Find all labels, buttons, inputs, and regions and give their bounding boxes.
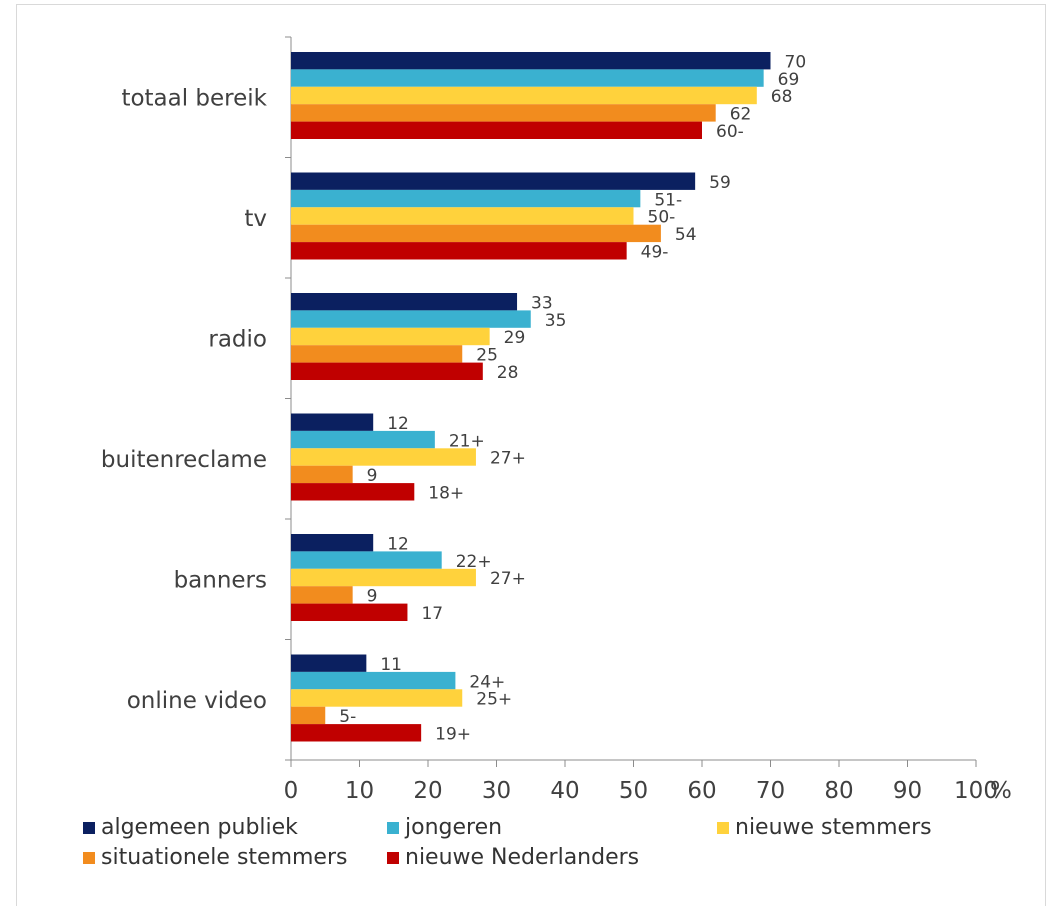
bar-nieuwe-stemmers-radio — [291, 327, 490, 346]
legend-item-algemeen-publiek: algemeen publiek — [83, 814, 298, 842]
legend-item-jongeren: jongeren — [387, 814, 502, 842]
legend-label-situationele-stemmers: situationele stemmers — [101, 845, 348, 870]
bar-nieuwe-stemmers-banners — [291, 568, 476, 587]
bar-algemeen-publiek-online-video — [291, 654, 367, 672]
data-label-nieuwe-nederlanders-banners: 17 — [421, 604, 443, 624]
data-label-jongeren-banners: 22+ — [456, 552, 492, 572]
legend-label-jongeren: jongeren — [405, 815, 503, 840]
bar-jongeren-radio — [291, 310, 531, 328]
data-label-jongeren-tv: 51- — [654, 190, 682, 210]
legend-swatch-nieuwe-stemmers — [717, 822, 729, 834]
data-label-nieuwe-stemmers-banners: 27+ — [490, 569, 526, 589]
bar-nieuwe-nederlanders-banners — [291, 603, 408, 621]
data-label-nieuwe-stemmers-online-video: 25+ — [476, 690, 512, 710]
x-tick-label-10: 10 — [345, 778, 374, 804]
bar-situationele-stemmers-tv — [291, 224, 661, 243]
bar-nieuwe-stemmers-buitenreclame — [291, 448, 476, 466]
bar-nieuwe-nederlanders-online-video — [291, 724, 422, 742]
bar-situationele-stemmers-banners — [291, 586, 353, 604]
data-label-situationele-stemmers-online-video: 5- — [339, 707, 356, 727]
category-label-totaal-bereik: totaal bereik — [121, 85, 267, 111]
data-label-algemeen-publiek-buitenreclame: 12 — [387, 414, 409, 434]
bar-algemeen-publiek-radio — [291, 293, 518, 311]
bar-nieuwe-stemmers-totaal-bereik — [291, 86, 757, 105]
legend-item-nieuwe-stemmers: nieuwe stemmers — [717, 814, 932, 842]
data-label-nieuwe-nederlanders-online-video: 19+ — [435, 725, 471, 745]
x-tick-label-50: 50 — [619, 778, 648, 804]
category-label-banners: banners — [174, 567, 267, 593]
bar-nieuwe-nederlanders-totaal-bereik — [291, 121, 702, 139]
bar-nieuwe-stemmers-tv — [291, 207, 634, 225]
x-tick-label-40: 40 — [550, 778, 579, 804]
legend-label-nieuwe-nederlanders: nieuwe Nederlanders — [405, 845, 640, 870]
category-label-online-video: online video — [127, 688, 267, 714]
data-label-nieuwe-nederlanders-totaal-bereik: 60- — [716, 122, 744, 142]
bar-nieuwe-nederlanders-tv — [291, 242, 627, 260]
data-label-algemeen-publiek-banners: 12 — [387, 534, 409, 554]
x-tick-label-70: 70 — [756, 778, 785, 804]
x-tick-label-100: 100 — [954, 778, 998, 804]
legend-label-nieuwe-stemmers: nieuwe stemmers — [735, 815, 932, 840]
data-label-algemeen-publiek-totaal-bereik: 70 — [785, 52, 807, 72]
chart-frame — [16, 4, 1046, 906]
x-axis-unit-label: % — [990, 778, 1012, 804]
bar-nieuwe-nederlanders-radio — [291, 362, 483, 380]
data-label-jongeren-buitenreclame: 21+ — [449, 431, 485, 451]
bar-jongeren-online-video — [291, 671, 456, 690]
data-label-jongeren-radio: 35 — [545, 311, 567, 331]
data-label-situationele-stemmers-radio: 25 — [476, 346, 498, 366]
legend-swatch-nieuwe-nederlanders — [387, 852, 399, 864]
data-label-situationele-stemmers-banners: 9 — [367, 587, 378, 607]
bar-situationele-stemmers-radio — [291, 345, 463, 363]
category-label-buitenreclame: buitenreclame — [101, 447, 267, 473]
legend-label-algemeen-publiek: algemeen publiek — [101, 815, 298, 840]
data-label-situationele-stemmers-totaal-bereik: 62 — [730, 105, 752, 125]
legend-swatch-situationele-stemmers — [83, 852, 95, 864]
bar-jongeren-totaal-bereik — [291, 69, 764, 87]
bar-situationele-stemmers-online-video — [291, 706, 326, 725]
data-label-jongeren-online-video: 24+ — [469, 672, 505, 692]
legend-swatch-algemeen-publiek — [83, 822, 95, 834]
bar-algemeen-publiek-banners — [291, 534, 374, 552]
legend-item-situationele-stemmers: situationele stemmers — [83, 844, 347, 872]
category-label-tv: tv — [244, 206, 267, 232]
data-label-nieuwe-stemmers-totaal-bereik: 68 — [771, 87, 793, 107]
bar-algemeen-publiek-totaal-bereik — [291, 52, 771, 70]
bar-situationele-stemmers-buitenreclame — [291, 465, 353, 484]
bar-situationele-stemmers-totaal-bereik — [291, 104, 716, 122]
data-label-nieuwe-stemmers-buitenreclame: 27+ — [490, 449, 526, 469]
data-label-nieuwe-stemmers-tv: 50- — [648, 208, 676, 228]
data-label-situationele-stemmers-tv: 54 — [675, 225, 697, 245]
data-label-nieuwe-nederlanders-buitenreclame: 18+ — [428, 484, 464, 504]
bar-jongeren-banners — [291, 551, 442, 569]
data-label-nieuwe-nederlanders-tv: 49- — [641, 243, 669, 263]
legend-swatch-jongeren — [387, 822, 399, 834]
x-tick-label-60: 60 — [687, 778, 716, 804]
x-tick-label-20: 20 — [413, 778, 442, 804]
data-label-jongeren-totaal-bereik: 69 — [778, 70, 800, 90]
data-label-situationele-stemmers-buitenreclame: 9 — [367, 466, 378, 486]
x-tick-label-80: 80 — [824, 778, 853, 804]
x-tick-label-30: 30 — [482, 778, 511, 804]
x-tick-label-0: 0 — [284, 778, 299, 804]
category-label-radio: radio — [208, 326, 267, 352]
data-label-algemeen-publiek-radio: 33 — [531, 293, 553, 313]
data-label-algemeen-publiek-online-video: 11 — [380, 655, 402, 675]
data-label-nieuwe-stemmers-radio: 29 — [504, 328, 526, 348]
data-label-algemeen-publiek-tv: 59 — [709, 173, 731, 193]
bar-nieuwe-nederlanders-buitenreclame — [291, 483, 415, 501]
legend-item-nieuwe-nederlanders: nieuwe Nederlanders — [387, 844, 639, 872]
bar-algemeen-publiek-buitenreclame — [291, 413, 374, 431]
x-tick-label-90: 90 — [893, 778, 922, 804]
bar-algemeen-publiek-tv — [291, 172, 696, 190]
data-label-nieuwe-nederlanders-radio: 28 — [497, 363, 519, 383]
bar-nieuwe-stemmers-online-video — [291, 689, 463, 707]
bar-jongeren-buitenreclame — [291, 430, 435, 449]
bar-jongeren-tv — [291, 189, 641, 208]
